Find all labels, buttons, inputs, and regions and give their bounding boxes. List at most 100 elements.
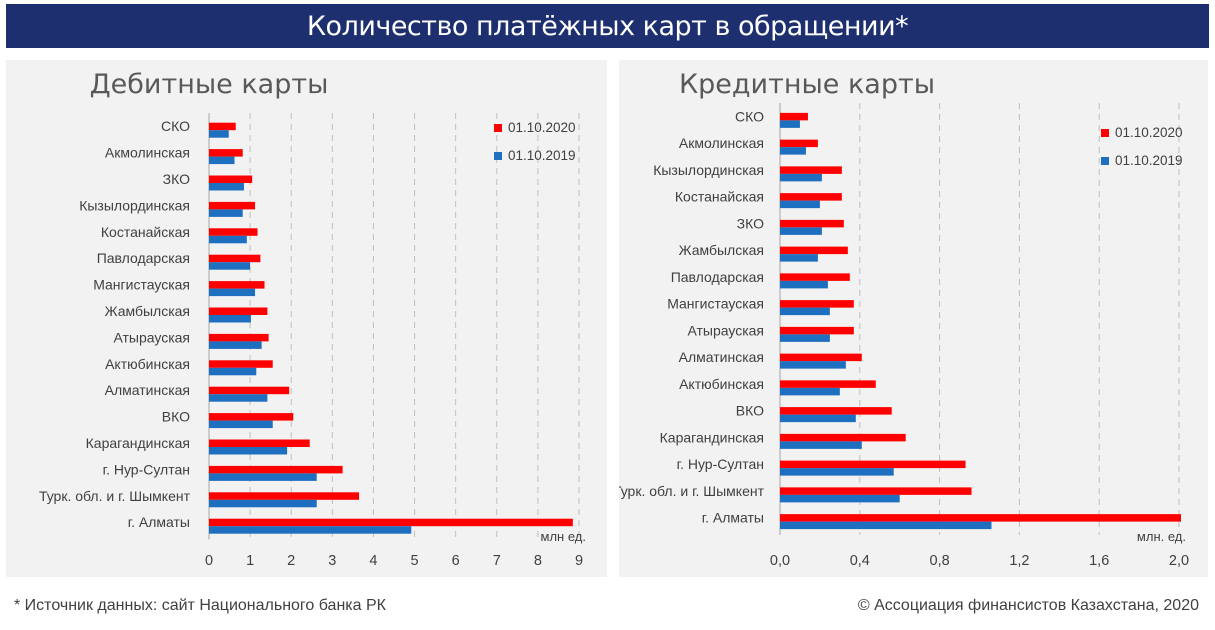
category-label: ВКО — [736, 403, 764, 419]
bar-series-2020 — [780, 514, 1181, 522]
debit-chart-title: Дебитные карты — [90, 69, 329, 100]
bar-series-2020 — [780, 193, 842, 201]
bar-series-2020 — [780, 380, 876, 388]
category-label: Алматинская — [105, 382, 190, 398]
category-label: г. Алматы — [128, 514, 190, 530]
x-tick-label: 2,0 — [1169, 553, 1189, 569]
x-tick-label: 0 — [205, 553, 213, 569]
category-label: ЗКО — [737, 215, 764, 231]
bar-series-2020 — [209, 413, 294, 421]
bar-series-2020 — [780, 166, 842, 174]
category-label: Костанайская — [101, 224, 190, 240]
category-label: Кызылординская — [79, 197, 190, 213]
bar-series-2019 — [780, 387, 840, 396]
bar-series-2019 — [209, 183, 244, 191]
legend-label: 01.10.2020 — [1115, 125, 1183, 140]
category-label: ВКО — [162, 409, 190, 425]
category-label: г. Нур-Султан — [103, 461, 190, 477]
bar-series-2019 — [209, 341, 262, 349]
credit-chart-title: Кредитные карты — [679, 69, 935, 100]
category-label: Костанайская — [675, 189, 764, 205]
bar-series-2020 — [780, 487, 972, 495]
bar-series-2019 — [209, 315, 251, 323]
category-label: Кызылординская — [653, 162, 764, 178]
bar-series-2019 — [209, 447, 288, 455]
bar-series-2020 — [209, 175, 253, 183]
bar-series-2020 — [780, 139, 818, 148]
debit-cards-chart: Дебитные карты СКО Акмолинская ЗКО Кызылорди… — [39, 69, 586, 569]
x-tick-label: 3 — [328, 553, 336, 569]
bar-series-2019 — [780, 120, 800, 128]
bar-series-2019 — [780, 521, 992, 530]
bar-series-2019 — [780, 173, 822, 182]
bar-series-2019 — [780, 200, 820, 209]
source-footnote: * Источник данных: сайт Национального ба… — [14, 597, 386, 614]
x-tick-label: 4 — [369, 553, 377, 569]
x-tick-label: 5 — [411, 553, 419, 569]
unit-label: млн. ед. — [1137, 529, 1186, 544]
bar-series-2020 — [780, 460, 966, 469]
bar-series-2019 — [209, 262, 251, 270]
x-tick-label: 0,4 — [850, 553, 870, 569]
bar-series-2019 — [780, 254, 818, 262]
bar-series-2019 — [209, 130, 229, 138]
category-label: г. Алматы — [702, 510, 764, 526]
bar-series-2020 — [780, 246, 848, 255]
legend-swatch-2019 — [1101, 157, 1109, 165]
bar-series-2019 — [209, 420, 273, 429]
x-tick-label: 1,6 — [1089, 553, 1109, 569]
category-label: Мангистауская — [93, 277, 190, 293]
bar-series-2020 — [209, 122, 236, 131]
category-label: Атырауская — [113, 329, 190, 345]
x-tick-label: 1,2 — [1009, 553, 1029, 569]
category-label: Карагандинская — [660, 429, 764, 445]
bar-series-2019 — [780, 334, 830, 342]
bar-series-2020 — [209, 360, 273, 368]
bar-series-2020 — [780, 407, 892, 415]
page-title: Количество платёжных карт в обращении* — [306, 10, 909, 42]
bar-series-2020 — [209, 228, 258, 236]
bar-series-2020 — [209, 386, 290, 395]
bar-series-2019 — [780, 414, 856, 423]
header-banner: Количество платёжных карт в обращении* — [6, 4, 1209, 48]
bar-series-2019 — [780, 227, 822, 235]
x-tick-label: 0,0 — [770, 553, 790, 569]
credit-cards-chart-panel: Кредитные карты СКО Акмолинская Кызылординс… — [619, 60, 1208, 577]
copyright-footnote: © Ассоциация финансистов Казахстана, 202… — [857, 597, 1199, 614]
bar-series-2019 — [209, 367, 257, 376]
bar-series-2019 — [209, 473, 317, 481]
bar-series-2020 — [780, 326, 854, 335]
bar-series-2020 — [209, 201, 256, 210]
legend-swatch-2019 — [494, 152, 502, 160]
bar-series-2020 — [780, 273, 850, 281]
bar-series-2020 — [780, 219, 844, 228]
bar-series-2020 — [209, 254, 261, 263]
category-label: Павлодарская — [671, 269, 764, 285]
bar-series-2019 — [209, 394, 268, 402]
bar-series-2020 — [209, 281, 265, 289]
category-label: Турк. обл. и г. Шымкент — [39, 488, 191, 504]
category-label: Алматинская — [679, 349, 764, 365]
legend-label: 01.10.2019 — [508, 148, 576, 163]
category-label: СКО — [735, 108, 764, 124]
bar-series-2019 — [780, 147, 806, 155]
category-label: г. Нур-Султан — [677, 456, 764, 472]
bar-series-2020 — [780, 112, 808, 121]
bar-series-2020 — [209, 492, 360, 500]
bar-series-2019 — [209, 235, 247, 244]
bar-series-2019 — [209, 526, 412, 534]
category-label: Карагандинская — [86, 435, 190, 451]
bar-series-2020 — [780, 300, 854, 308]
bar-series-2019 — [209, 156, 235, 165]
bar-series-2020 — [780, 353, 862, 362]
legend-label: 01.10.2020 — [508, 120, 576, 135]
category-label: Акмолинская — [105, 145, 190, 161]
bar-series-2019 — [780, 468, 894, 476]
debit-cards-chart-panel: Дебитные карты СКО Акмолинская ЗКО Кызылорди… — [6, 60, 607, 577]
bar-series-2019 — [209, 288, 256, 297]
category-label: Турк. обл. и г. Шымкент — [619, 483, 765, 499]
bar-series-2019 — [780, 441, 862, 449]
x-tick-label: 9 — [575, 553, 583, 569]
category-label: Акмолинская — [679, 135, 764, 151]
x-tick-label: 8 — [534, 553, 542, 569]
